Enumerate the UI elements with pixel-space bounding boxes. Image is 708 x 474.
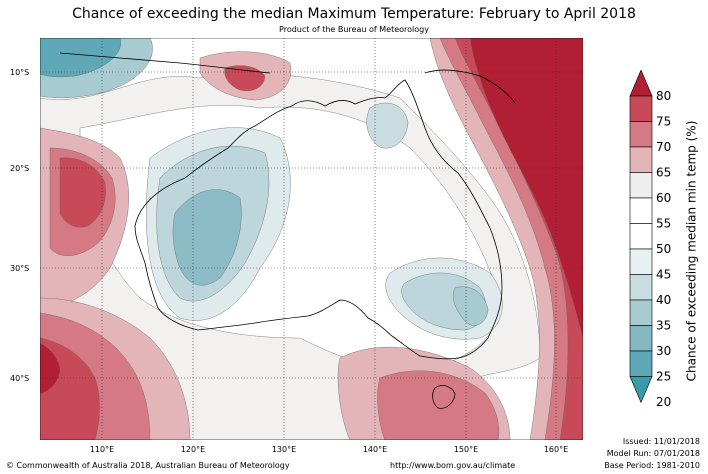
tasmania-coastline — [432, 385, 456, 409]
lat-label-10s: 10°S — [10, 68, 30, 77]
colorbar-tick-label: 65 — [656, 166, 671, 180]
colorbar-tick-label: 40 — [656, 293, 671, 307]
colorbar-ticks: 80 75 70 65 60 55 50 45 40 35 30 25 20 — [656, 89, 671, 409]
australia-coastline — [134, 79, 503, 360]
indonesia-coastline — [59, 52, 271, 74]
lat-label-20s: 20°S — [10, 164, 30, 173]
lat-label-30s: 30°S — [10, 264, 30, 273]
colorbar-swatch — [629, 197, 653, 224]
colorbar-swatch — [629, 223, 653, 250]
colorbar-tick-label: 70 — [656, 140, 671, 154]
lon-label-110e: 110°E — [89, 445, 115, 454]
colorbar-extend-bottom — [629, 376, 653, 404]
colorbar-tick-label: 45 — [656, 268, 671, 282]
contour-hot-west — [59, 157, 106, 228]
contour-hot-north — [224, 65, 266, 91]
lon-label-120e: 120°E — [180, 445, 206, 454]
png-coastline — [424, 69, 516, 104]
colorbar-tick-label: 30 — [656, 344, 671, 358]
colorbar-swatch — [629, 146, 653, 173]
base-period: Base Period: 1981-2010 — [604, 461, 700, 470]
colorbar-swatch — [629, 350, 653, 377]
issued-date: Issued: 11/01/2018 — [622, 437, 700, 446]
colorbar-tick-label: 50 — [656, 242, 671, 256]
probability-map — [40, 38, 583, 440]
colorbar-swatches — [629, 70, 653, 404]
colorbar-tick-label: 25 — [656, 370, 671, 384]
lon-label-140e: 140°E — [362, 445, 388, 454]
colorbar-swatch — [629, 121, 653, 148]
colorbar-swatch — [629, 172, 653, 199]
lon-label-150e: 150°E — [453, 445, 479, 454]
contour-35-north — [366, 102, 409, 149]
contour-very-hot-sw — [40, 342, 61, 395]
colorbar: 80 75 70 65 60 55 50 45 40 35 30 25 20 Chance of exc… — [629, 70, 699, 409]
colorbar-swatch — [629, 95, 653, 122]
colorbar-label: Chance of exceeding median min temp (%) — [685, 121, 699, 382]
colorbar-tick-label: 75 — [656, 115, 671, 129]
colorbar-swatch — [629, 248, 653, 275]
colorbar-extend-top — [629, 70, 653, 97]
map-title: Chance of exceeding the median Maximum T… — [72, 6, 636, 22]
graticule — [40, 38, 583, 440]
lon-label-160e: 160°E — [543, 445, 569, 454]
lat-label-40s: 40°S — [10, 374, 30, 383]
colorbar-swatch — [629, 299, 653, 326]
contour-30-east — [452, 286, 489, 326]
contour-very-low-nw — [40, 38, 121, 78]
contour-warmer-south — [377, 370, 500, 440]
bom-url[interactable]: http://www.bom.gov.au/climate — [390, 461, 516, 470]
colorbar-tick-label: 55 — [656, 217, 671, 231]
colorbar-tick-label: 80 — [656, 89, 671, 103]
copyright-text: © Commonwealth of Australia 2018, Austra… — [6, 461, 290, 470]
colorbar-tick-label: 20 — [656, 395, 671, 409]
model-run-date: Model Run: 07/01/2018 — [606, 449, 700, 458]
colorbar-swatch — [629, 274, 653, 301]
lon-label-130e: 130°E — [271, 445, 297, 454]
colorbar-swatch — [629, 325, 653, 352]
colorbar-tick-label: 35 — [656, 319, 671, 333]
colorbar-tick-label: 60 — [656, 191, 671, 205]
map-subtitle: Product of the Bureau of Meteorology — [279, 25, 429, 34]
contour-30-west — [172, 189, 242, 286]
